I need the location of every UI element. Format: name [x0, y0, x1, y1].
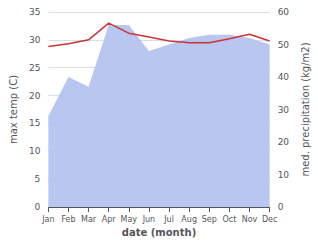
- svg-text:40: 40: [278, 72, 290, 82]
- svg-text:Sep: Sep: [202, 215, 217, 224]
- svg-text:Feb: Feb: [61, 215, 75, 224]
- svg-text:25: 25: [29, 63, 40, 73]
- svg-text:30: 30: [278, 105, 290, 115]
- svg-text:Jul: Jul: [163, 215, 174, 224]
- svg-text:date (month): date (month): [122, 227, 196, 238]
- svg-text:20: 20: [278, 137, 290, 147]
- svg-text:50: 50: [278, 40, 290, 50]
- svg-text:Dec: Dec: [262, 215, 277, 224]
- svg-text:0: 0: [278, 202, 284, 212]
- svg-text:30: 30: [29, 35, 41, 45]
- svg-text:10: 10: [29, 146, 41, 156]
- svg-text:35: 35: [29, 7, 40, 17]
- svg-text:5: 5: [35, 174, 41, 184]
- svg-text:Jun: Jun: [142, 215, 156, 224]
- svg-text:60: 60: [278, 7, 290, 17]
- svg-text:max temp (C): max temp (C): [8, 75, 19, 144]
- svg-text:15: 15: [29, 118, 40, 128]
- svg-text:May: May: [121, 215, 138, 224]
- svg-text:20: 20: [29, 91, 41, 101]
- svg-text:0: 0: [35, 202, 41, 212]
- svg-text:Jan: Jan: [41, 215, 54, 224]
- svg-text:med. precipitation (kg/m2): med. precipitation (kg/m2): [300, 42, 311, 176]
- svg-text:Oct: Oct: [222, 215, 236, 224]
- svg-text:Mar: Mar: [81, 215, 97, 224]
- svg-text:Nov: Nov: [242, 215, 258, 224]
- svg-text:Apr: Apr: [102, 215, 117, 224]
- svg-text:Aug: Aug: [181, 215, 197, 224]
- svg-text:10: 10: [278, 170, 290, 180]
